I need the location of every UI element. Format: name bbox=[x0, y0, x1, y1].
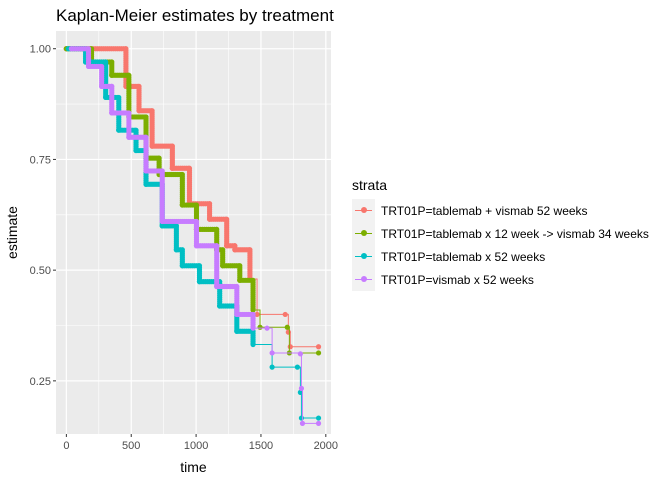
y-tick-label: 0.25 bbox=[30, 376, 51, 388]
legend-item: TRT01P=tablemab x 12 week -> vismab 34 w… bbox=[352, 222, 649, 245]
legend-key bbox=[352, 199, 375, 222]
x-tick-label: 2000 bbox=[314, 440, 338, 452]
x-tick-label: 500 bbox=[122, 440, 140, 452]
y-tick-label: 0.50 bbox=[30, 265, 51, 277]
x-axis-label: time bbox=[180, 459, 207, 475]
event-marker bbox=[250, 305, 256, 311]
data-point bbox=[315, 344, 322, 350]
data-point bbox=[315, 350, 322, 356]
data-point bbox=[284, 324, 290, 330]
data-point bbox=[269, 350, 275, 356]
y-tick-label: 0.75 bbox=[30, 154, 51, 166]
x-tick-label: 1500 bbox=[249, 440, 273, 452]
legend-key bbox=[352, 222, 375, 245]
data-point bbox=[298, 385, 305, 391]
y-axis-label: estimate bbox=[4, 206, 20, 259]
x-tick-label: 1000 bbox=[184, 440, 208, 452]
data-point bbox=[269, 364, 275, 370]
legend-label: TRT01P=tablemab x 52 weeks bbox=[381, 249, 546, 264]
legend-item: TRT01P=tablemab + vismab 52 weeks bbox=[352, 199, 649, 222]
legend: strata TRT01P=tablemab + vismab 52 weeks… bbox=[352, 177, 649, 291]
data-point bbox=[298, 415, 305, 421]
axes: 0 500 1000 1500 2000 0.25 0.50 0.75 1.00 bbox=[30, 44, 338, 452]
x-tick-label: 0 bbox=[63, 440, 69, 452]
legend-label: TRT01P=tablemab x 12 week -> vismab 34 w… bbox=[381, 226, 649, 241]
y-tick-label: 1.00 bbox=[30, 44, 51, 56]
data-point bbox=[294, 364, 301, 370]
data-point bbox=[297, 351, 303, 357]
series-layer bbox=[63, 46, 322, 426]
legend-item: TRT01P=vismab x 52 weeks bbox=[352, 268, 649, 291]
data-point bbox=[315, 415, 322, 421]
data-point bbox=[287, 344, 293, 350]
data-point bbox=[299, 420, 306, 426]
legend-title: strata bbox=[352, 177, 388, 193]
plot-panel bbox=[56, 31, 331, 434]
chart-title: Kaplan-Meier estimates by treatment bbox=[56, 6, 334, 25]
data-point bbox=[282, 311, 288, 318]
legend-label: TRT01P=vismab x 52 weeks bbox=[381, 272, 534, 287]
legend-key bbox=[352, 268, 375, 291]
data-point bbox=[285, 329, 291, 335]
data-point bbox=[254, 311, 260, 318]
legend-label: TRT01P=tablemab + vismab 52 weeks bbox=[381, 203, 588, 218]
event-marker bbox=[250, 340, 256, 346]
data-point bbox=[315, 420, 322, 426]
legend-key bbox=[352, 245, 375, 268]
event-marker bbox=[250, 323, 256, 330]
data-point bbox=[257, 324, 263, 330]
data-point bbox=[297, 389, 303, 395]
data-point bbox=[264, 325, 270, 331]
legend-item: TRT01P=tablemab x 52 weeks bbox=[352, 245, 649, 268]
